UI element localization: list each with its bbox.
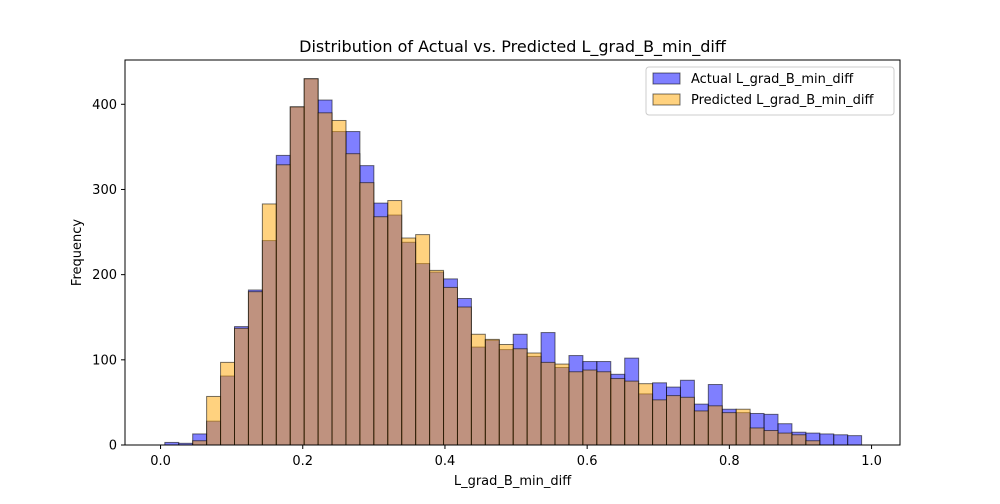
bar: [652, 399, 668, 446]
bar: [666, 395, 681, 446]
bar: [693, 410, 709, 446]
y-axis-label: Frequency: [70, 219, 85, 286]
bar: [415, 234, 431, 446]
bar: [707, 405, 723, 446]
bar: [498, 343, 514, 446]
bar: [387, 200, 403, 446]
x-axis-ticks: 0.0 0.2 0.4 0.6 0.8 1.0: [150, 445, 882, 469]
x-axis-label: L_grad_B_min_diff: [454, 474, 572, 489]
legend-box: [645, 66, 895, 116]
y-tick-label: 300: [92, 183, 117, 198]
legend: Actual L_grad_B_min_diff Predicted L_gra…: [645, 66, 895, 116]
bar: [401, 237, 417, 446]
bar: [791, 434, 807, 446]
y-tick-label: 400: [92, 98, 117, 113]
x-tick-label: 1.0: [861, 454, 882, 469]
bar: [247, 291, 263, 446]
y-tick-label: 100: [92, 353, 117, 368]
bar: [443, 286, 458, 446]
bar: [805, 440, 821, 446]
legend-label-actual: Actual L_grad_B_min_diff: [691, 72, 854, 87]
chart-title: Distribution of Actual vs. Predicted L_g…: [299, 37, 727, 57]
series-predicted: [192, 78, 821, 446]
bar: [735, 408, 751, 446]
bar: [777, 432, 793, 446]
bar: [638, 383, 654, 446]
legend-label-predicted: Predicted L_grad_B_min_diff: [691, 93, 875, 108]
bar: [275, 164, 291, 446]
x-tick-label: 0.6: [577, 454, 598, 469]
x-tick-label: 0.4: [435, 454, 456, 469]
y-axis-ticks: 0 100 200 300 400: [92, 98, 125, 454]
bar: [484, 338, 500, 446]
bar: [345, 153, 361, 446]
bar: [470, 333, 486, 446]
bar: [526, 352, 542, 446]
bar: [819, 433, 835, 446]
bar: [763, 430, 779, 446]
bar: [317, 112, 333, 446]
bar: [429, 269, 445, 446]
x-tick-label: 0.8: [719, 454, 740, 469]
legend-swatch-predicted: [652, 93, 681, 106]
bar: [512, 348, 528, 446]
bar: [721, 412, 737, 446]
bar: [234, 327, 249, 446]
bar: [303, 78, 319, 446]
bar: [540, 361, 556, 446]
bar: [847, 435, 863, 446]
bar: [582, 369, 598, 446]
axes-frame: [124, 59, 901, 446]
bar: [568, 371, 584, 446]
y-tick-label: 0: [109, 439, 117, 454]
bar: [624, 380, 640, 446]
bar: [373, 216, 389, 446]
bar: [220, 361, 235, 446]
bar: [359, 182, 375, 446]
bars-layer: [164, 78, 863, 446]
bar: [456, 306, 472, 446]
y-tick-label: 200: [92, 268, 117, 283]
bar: [331, 119, 347, 446]
bar: [596, 371, 612, 446]
bar: [261, 203, 277, 446]
bar: [289, 106, 305, 446]
x-tick-label: 0.2: [292, 454, 313, 469]
x-tick-label: 0.0: [150, 454, 171, 469]
bar: [554, 363, 570, 446]
bar: [610, 378, 626, 446]
bar: [192, 440, 208, 446]
bar: [833, 434, 849, 446]
bar: [679, 396, 695, 446]
legend-swatch-actual: [652, 72, 681, 85]
bar: [749, 427, 765, 446]
bar: [206, 395, 222, 446]
